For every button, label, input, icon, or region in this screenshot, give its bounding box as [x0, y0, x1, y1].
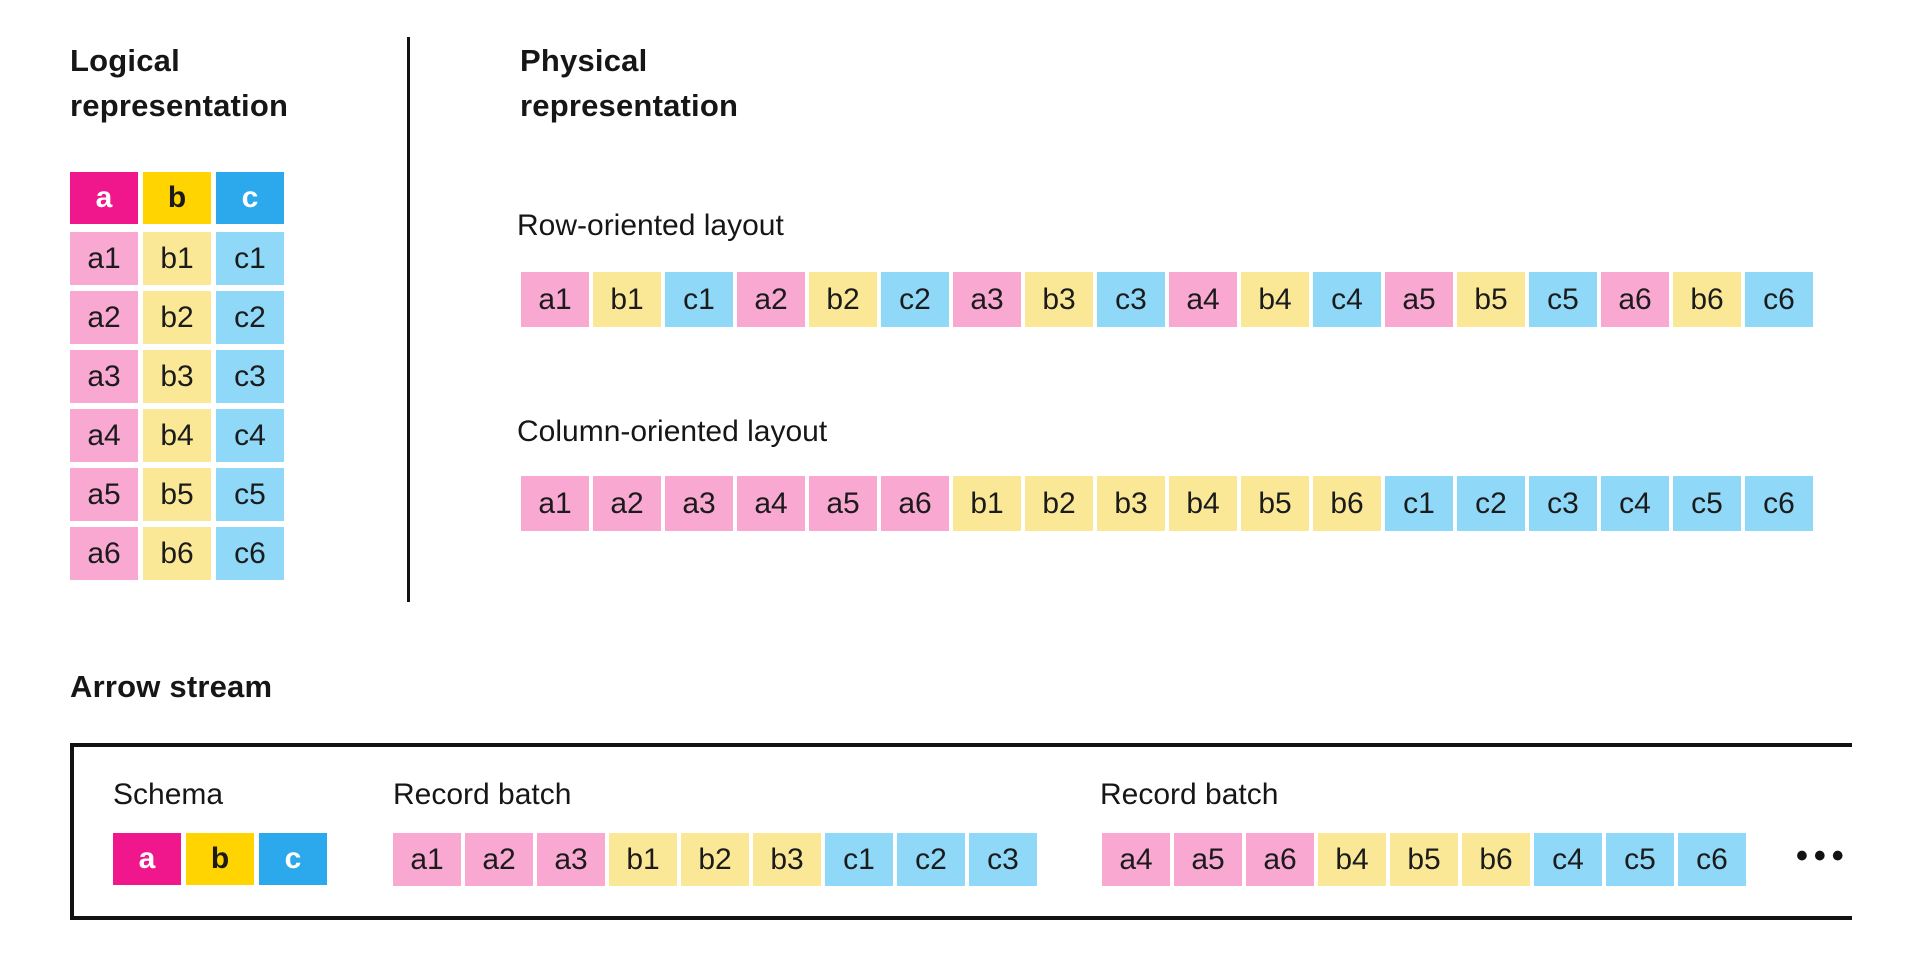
- record-batch-2-label: Record batch: [1100, 778, 1279, 811]
- column-layout-cell-b6: b6: [1313, 476, 1381, 531]
- record-batch-1-cell-b3: b3: [753, 833, 821, 886]
- column-layout-cell-b1: b1: [953, 476, 1021, 531]
- column-oriented-layout-label: Column-oriented layout: [517, 415, 828, 448]
- record-batch-1-cell-a2: a2: [465, 833, 533, 886]
- row-layout-cell-c1: c1: [665, 272, 733, 327]
- row-oriented-cells: a1 b1 c1 a2 b2 c2 a3 b3 c3 a4 b4 c4 a5 b5 c5 a6 b6 c6: [521, 272, 1813, 327]
- record-batch-1-cell-c2: c2: [897, 833, 965, 886]
- column-layout-cell-a6: a6: [881, 476, 949, 531]
- row-layout-cell-a6: a6: [1601, 272, 1669, 327]
- record-batch-2-cell-c4: c4: [1534, 833, 1602, 886]
- logical-cell-c1: c1: [216, 232, 284, 285]
- row-layout-cell-b3: b3: [1025, 272, 1093, 327]
- column-layout-cell-a3: a3: [665, 476, 733, 531]
- row-layout-cell-b4: b4: [1241, 272, 1309, 327]
- logical-cell-c4: c4: [216, 409, 284, 462]
- logical-representation-title: Logical representation: [70, 43, 289, 123]
- column-layout-cell-c4: c4: [1601, 476, 1669, 531]
- row-layout-cell-b1: b1: [593, 272, 661, 327]
- logical-cell-a6: a6: [70, 527, 138, 580]
- column-layout-cell-a5: a5: [809, 476, 877, 531]
- column-layout-cell-c2: c2: [1457, 476, 1525, 531]
- record-batch-2-cell-c6: c6: [1678, 833, 1746, 886]
- column-layout-cell-b4: b4: [1169, 476, 1237, 531]
- schema-cell-a: a: [113, 833, 181, 885]
- record-batch-1-cell-a3: a3: [537, 833, 605, 886]
- column-layout-cell-b2: b2: [1025, 476, 1093, 531]
- column-layout-cell-a1: a1: [521, 476, 589, 531]
- logical-cell-a3: a3: [70, 350, 138, 403]
- record-batch-2-cell-b4: b4: [1318, 833, 1386, 886]
- logical-cell-c5: c5: [216, 468, 284, 521]
- logical-cell-c6: c6: [216, 527, 284, 580]
- logical-cell-b4: b4: [143, 409, 211, 462]
- row-layout-cell-a5: a5: [1385, 272, 1453, 327]
- stream-continues-ellipsis: •••: [1796, 837, 1850, 875]
- record-batch-1-cell-c3: c3: [969, 833, 1037, 886]
- logical-cell-b2: b2: [143, 291, 211, 344]
- logical-cell-c3: c3: [216, 350, 284, 403]
- record-batch-2-cell-b6: b6: [1462, 833, 1530, 886]
- record-batch-2-cell-b5: b5: [1390, 833, 1458, 886]
- record-batch-1-cell-c1: c1: [825, 833, 893, 886]
- schema-label: Schema: [113, 778, 224, 811]
- row-layout-cell-c2: c2: [881, 272, 949, 327]
- column-layout-cell-c5: c5: [1673, 476, 1741, 531]
- row-layout-cell-c3: c3: [1097, 272, 1165, 327]
- record-batch-2-cell-a6: a6: [1246, 833, 1314, 886]
- row-layout-cell-b2: b2: [809, 272, 877, 327]
- column-oriented-cells: a1 a2 a3 a4 a5 a6 b1 b2 b3 b4 b5 b6 c1 c2 c3 c4 c5 c6: [521, 476, 1813, 531]
- logical-table-body: a1 b1 c1 a2 b2 c2 a3 b3 c3 a4 b4 c4 a5 b5 c5 a6 b6 c6: [70, 232, 284, 580]
- logical-cell-a4: a4: [70, 409, 138, 462]
- row-layout-cell-c5: c5: [1529, 272, 1597, 327]
- row-layout-cell-a4: a4: [1169, 272, 1237, 327]
- record-batch-1-cells: a1 a2 a3 b1 b2 b3 c1 c2 c3: [393, 833, 1037, 886]
- row-layout-cell-c4: c4: [1313, 272, 1381, 327]
- physical-representation-title: Physical representation: [520, 43, 739, 123]
- column-layout-cell-c3: c3: [1529, 476, 1597, 531]
- logical-cell-a5: a5: [70, 468, 138, 521]
- row-layout-cell-b5: b5: [1457, 272, 1525, 327]
- record-batch-2-cell-a5: a5: [1174, 833, 1242, 886]
- column-layout-cell-a4: a4: [737, 476, 805, 531]
- column-layout-cell-a2: a2: [593, 476, 661, 531]
- record-batch-1-cell-a1: a1: [393, 833, 461, 886]
- logical-cell-b1: b1: [143, 232, 211, 285]
- row-layout-cell-a1: a1: [521, 272, 589, 327]
- logical-header-cell-c: c: [216, 172, 284, 224]
- column-layout-cell-c1: c1: [1385, 476, 1453, 531]
- logical-cell-c2: c2: [216, 291, 284, 344]
- logical-cell-b3: b3: [143, 350, 211, 403]
- row-layout-cell-c6: c6: [1745, 272, 1813, 327]
- logical-cell-b6: b6: [143, 527, 211, 580]
- record-batch-2-cell-a4: a4: [1102, 833, 1170, 886]
- row-oriented-layout-label: Row-oriented layout: [517, 209, 784, 242]
- logical-header-cell-a: a: [70, 172, 138, 224]
- record-batch-2-cell-c5: c5: [1606, 833, 1674, 886]
- column-layout-cell-b5: b5: [1241, 476, 1309, 531]
- vertical-divider: [407, 37, 410, 602]
- record-batch-2-cells: a4 a5 a6 b4 b5 b6 c4 c5 c6: [1102, 833, 1746, 886]
- row-layout-cell-b6: b6: [1673, 272, 1741, 327]
- schema-cell-b: b: [186, 833, 254, 885]
- logical-cell-a1: a1: [70, 232, 138, 285]
- column-layout-cell-c6: c6: [1745, 476, 1813, 531]
- record-batch-1-label: Record batch: [393, 778, 572, 811]
- schema-cell-c: c: [259, 833, 327, 885]
- arrow-stream-title: Arrow stream: [70, 669, 273, 704]
- logical-header-cell-b: b: [143, 172, 211, 224]
- logical-cell-b5: b5: [143, 468, 211, 521]
- record-batch-1-cell-b1: b1: [609, 833, 677, 886]
- row-layout-cell-a2: a2: [737, 272, 805, 327]
- record-batch-1-cell-b2: b2: [681, 833, 749, 886]
- column-layout-cell-b3: b3: [1097, 476, 1165, 531]
- row-layout-cell-a3: a3: [953, 272, 1021, 327]
- logical-cell-a2: a2: [70, 291, 138, 344]
